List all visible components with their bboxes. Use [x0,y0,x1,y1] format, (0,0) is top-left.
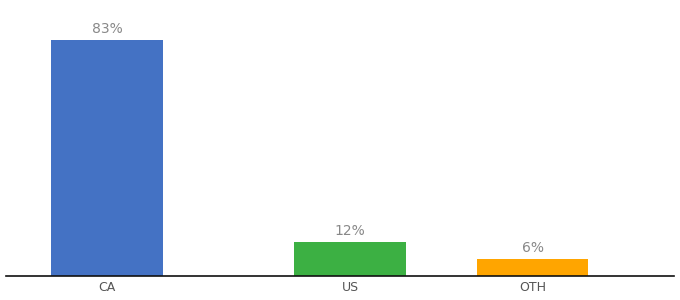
Text: 83%: 83% [92,22,122,36]
Bar [294,242,406,276]
Text: 6%: 6% [522,242,543,255]
Bar [477,259,588,276]
Text: 12%: 12% [335,224,366,238]
Bar [51,40,163,276]
